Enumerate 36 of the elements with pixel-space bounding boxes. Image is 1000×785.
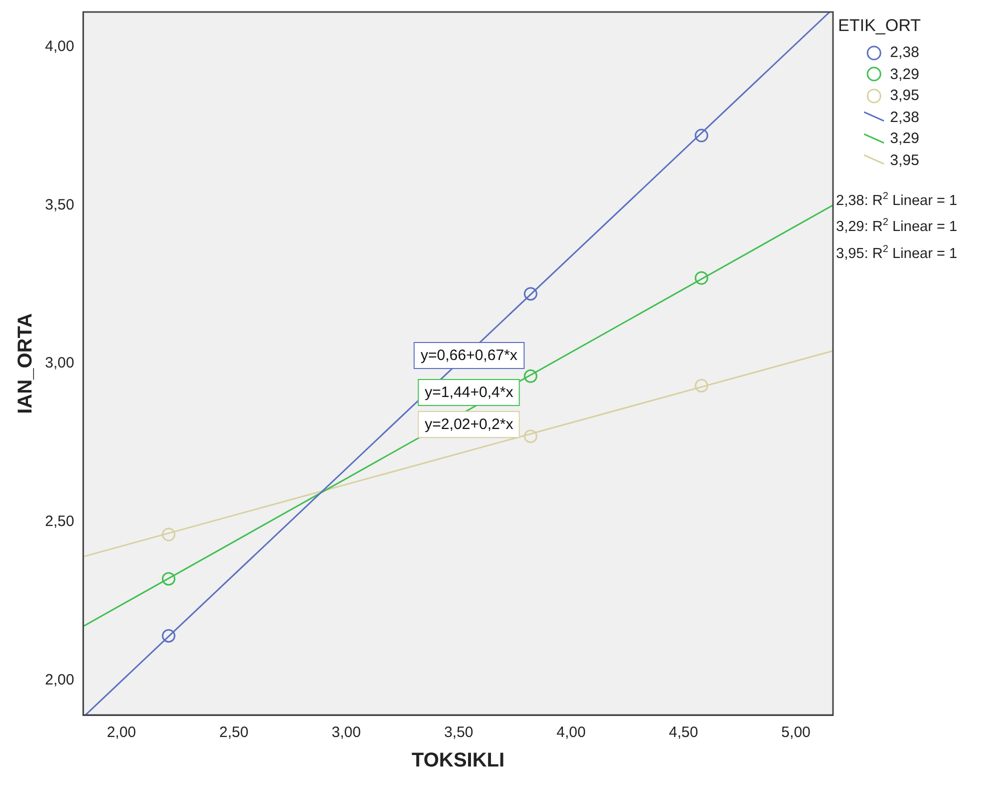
text: 2,38: R$^{2}$ Linear = 1 xyxy=(836,186,960,212)
point xyxy=(524,287,538,301)
legend-label: 3,95 xyxy=(890,152,920,169)
text: 3,29: R$^{2}$ Linear = 1 xyxy=(836,212,960,239)
legend-label: 3,29 xyxy=(890,130,920,148)
point xyxy=(694,128,708,142)
x-axis-title: TOKSIKLI xyxy=(412,750,505,772)
point xyxy=(524,430,538,444)
y-tick-label: 3,50 xyxy=(44,196,74,214)
x-tick-label: 3,50 xyxy=(444,724,474,742)
legend-label: 2,38 xyxy=(890,108,920,126)
x-tick-label: 3,00 xyxy=(332,724,361,742)
y-tick-label: 3,00 xyxy=(44,354,74,372)
y-tick-label: 2,50 xyxy=(44,512,74,530)
annotation: y=0,66+0,67*x xyxy=(414,342,524,369)
x-tick-label: 2,50 xyxy=(219,724,248,742)
x-tick-label: 4,00 xyxy=(556,724,586,742)
point xyxy=(694,378,708,392)
text: 3,95: R$^{2}$ Linear = 1 xyxy=(836,238,960,265)
y-tick-label: 4,00 xyxy=(44,38,74,55)
point xyxy=(162,528,176,542)
y-axis-title: IAN_ORTA xyxy=(14,313,37,414)
x-tick-label: 2,00 xyxy=(106,724,136,742)
legend-label: 2,38 xyxy=(890,44,920,62)
point xyxy=(524,369,538,383)
annotation: y=1,44+0,4*x xyxy=(418,379,520,406)
y-tick-label: 2,00 xyxy=(44,671,74,688)
x-tick-label: 5,00 xyxy=(781,724,811,742)
legend-label: 3,29 xyxy=(890,66,920,83)
point xyxy=(694,271,708,285)
x-tick-label: 4,50 xyxy=(668,724,698,742)
point xyxy=(162,629,176,643)
point xyxy=(162,572,176,586)
annotation: y=2,02+0,2*x xyxy=(418,411,520,438)
legend-label: 3,95 xyxy=(890,87,920,104)
legend-title: ETIK_ORT xyxy=(838,16,921,36)
